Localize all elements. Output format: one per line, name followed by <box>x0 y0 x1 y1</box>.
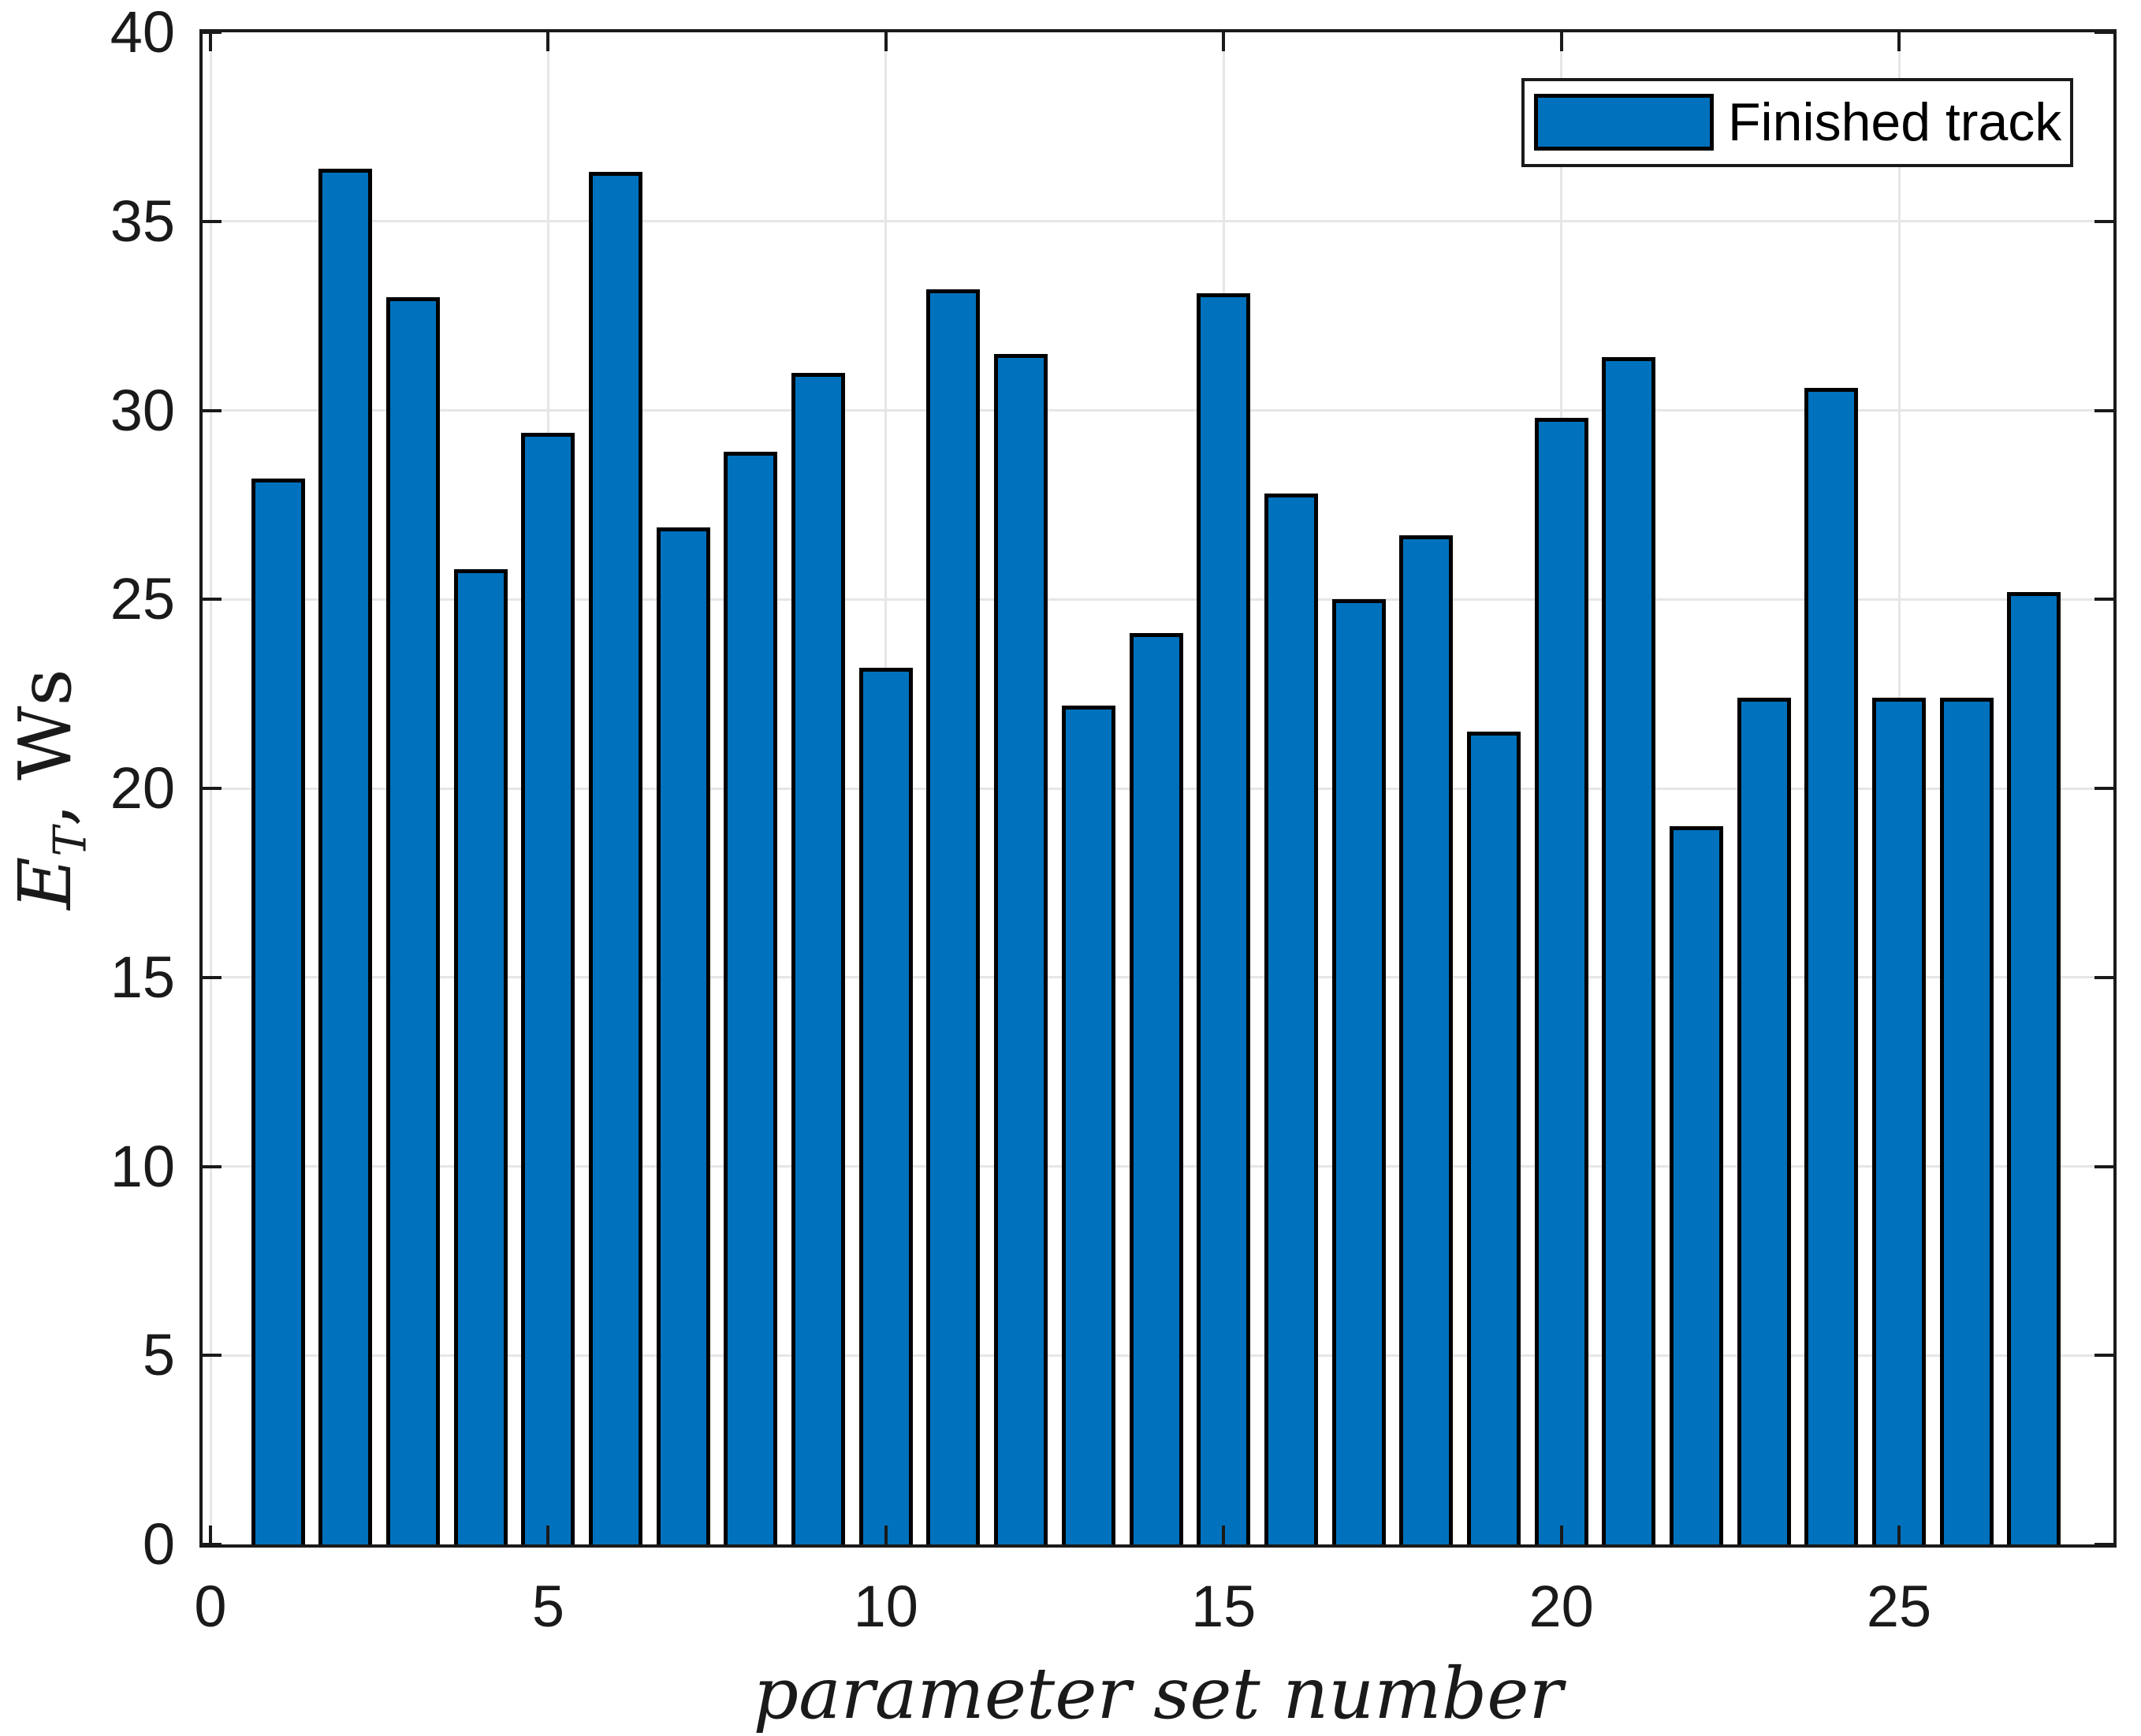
bar-set-15 <box>1197 293 1251 1544</box>
x-tick-label-10: 10 <box>853 1574 918 1639</box>
x-tick-bottom-5 <box>546 1526 550 1544</box>
x-tick-top-20 <box>1559 32 1563 51</box>
legend-box: Finished track <box>1521 78 2073 167</box>
bar-set-26 <box>1939 698 1994 1544</box>
y-tick-left-20 <box>203 787 222 790</box>
y-tick-label-10: 10 <box>110 1133 175 1199</box>
x-tick-bottom-20 <box>1559 1526 1563 1544</box>
bar-set-17 <box>1331 599 1386 1544</box>
bar-set-19 <box>1466 732 1521 1544</box>
x-tick-label-5: 5 <box>531 1574 564 1639</box>
bar-set-13 <box>1061 706 1115 1544</box>
y-tick-left-15 <box>203 975 222 979</box>
bar-set-27 <box>2007 592 2061 1544</box>
y-tick-right-20 <box>2094 787 2113 790</box>
x-tick-top-5 <box>546 32 550 51</box>
x-tick-label-20: 20 <box>1528 1574 1594 1639</box>
gridline-y-30 <box>203 409 2113 412</box>
bar-set-5 <box>521 433 575 1544</box>
legend-entry-label: Finished track <box>1728 92 2062 152</box>
y-tick-left-10 <box>203 1164 222 1168</box>
bar-set-7 <box>656 527 710 1544</box>
x-tick-bottom-10 <box>884 1526 888 1544</box>
bar-set-20 <box>1534 418 1588 1544</box>
bar-set-11 <box>926 289 981 1544</box>
x-tick-label-15: 15 <box>1191 1574 1257 1639</box>
y-tick-right-0 <box>2094 1543 2113 1546</box>
bar-set-24 <box>1804 388 1859 1544</box>
bar-set-23 <box>1737 698 1791 1544</box>
bar-set-18 <box>1399 535 1454 1544</box>
y-tick-right-40 <box>2094 31 2113 34</box>
y-tick-label-40: 40 <box>110 0 175 65</box>
bar-set-2 <box>318 169 373 1544</box>
y-tick-label-5: 5 <box>142 1322 175 1388</box>
x-tick-bottom-15 <box>1222 1526 1226 1544</box>
y-axis-label-symbol: E <box>3 856 88 910</box>
legend-color-swatch <box>1534 94 1714 151</box>
x-tick-label-0: 0 <box>194 1574 227 1639</box>
bar-set-3 <box>386 297 441 1544</box>
y-tick-label-0: 0 <box>142 1511 175 1577</box>
x-tick-bottom-25 <box>1897 1526 1901 1544</box>
bar-set-4 <box>453 569 508 1544</box>
x-tick-top-10 <box>884 32 888 51</box>
bar-set-12 <box>994 354 1048 1544</box>
y-tick-left-40 <box>203 31 222 34</box>
bar-set-10 <box>858 668 913 1544</box>
y-axis-label-subscript: T <box>44 826 97 857</box>
y-tick-label-20: 20 <box>110 755 175 821</box>
plot-area <box>199 29 2117 1548</box>
y-tick-left-30 <box>203 408 222 412</box>
y-tick-right-5 <box>2094 1354 2113 1358</box>
x-axis-label: parameter set number <box>753 1652 1563 1735</box>
gridline-y-35 <box>203 220 2113 223</box>
y-tick-right-30 <box>2094 408 2113 412</box>
bar-set-21 <box>1602 357 1656 1544</box>
y-tick-label-35: 35 <box>110 188 175 254</box>
y-tick-label-30: 30 <box>110 377 175 443</box>
y-tick-right-15 <box>2094 975 2113 979</box>
bar-set-1 <box>251 479 305 1544</box>
y-tick-label-25: 25 <box>110 566 175 632</box>
x-tick-bottom-0 <box>209 1526 212 1544</box>
x-tick-top-25 <box>1897 32 1901 51</box>
y-tick-left-5 <box>203 1354 222 1358</box>
x-tick-top-0 <box>209 32 212 51</box>
bar-set-14 <box>1129 633 1183 1544</box>
bar-set-22 <box>1669 826 1723 1544</box>
y-tick-right-25 <box>2094 598 2113 602</box>
y-tick-left-0 <box>203 1543 222 1546</box>
y-tick-left-25 <box>203 598 222 602</box>
y-tick-right-35 <box>2094 219 2113 223</box>
bar-set-25 <box>1872 698 1926 1544</box>
y-tick-right-10 <box>2094 1164 2113 1168</box>
y-tick-left-35 <box>203 219 222 223</box>
bar-set-6 <box>589 172 643 1544</box>
y-tick-label-15: 15 <box>110 944 175 1010</box>
bar-set-8 <box>724 452 778 1544</box>
gridline-y-25 <box>203 598 2113 601</box>
x-tick-top-15 <box>1222 32 1226 51</box>
bar-set-16 <box>1264 494 1318 1544</box>
bar-set-9 <box>791 373 846 1544</box>
x-tick-label-25: 25 <box>1866 1574 1932 1639</box>
